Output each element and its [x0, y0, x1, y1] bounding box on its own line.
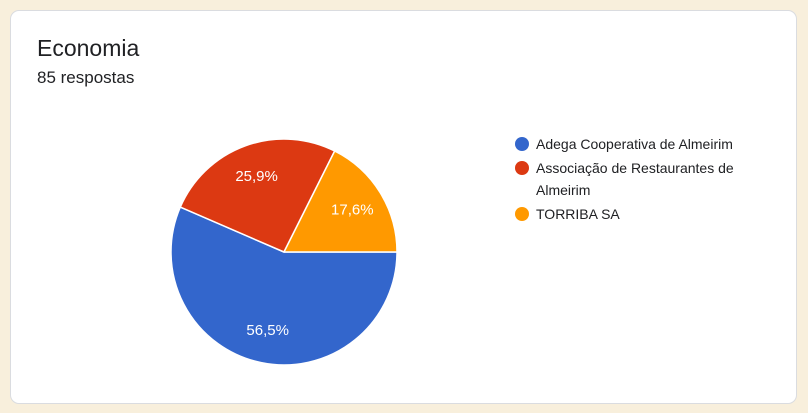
legend-item-label: Adega Cooperativa de Almeirim	[536, 136, 733, 152]
legend-item-label: TORRIBA SA	[536, 206, 620, 222]
summary-card: Economia 85 respostas 56,5% 25,9% 17,6% Ad…	[10, 10, 797, 404]
legend-item: Associação de Restaurantes de Almeirim	[515, 157, 760, 201]
pie-slice-2[interactable]	[283, 150, 398, 253]
pie-slice-label: 17,6%	[331, 201, 374, 218]
pie-slice-label: 25,9%	[235, 168, 278, 185]
pie-chart: 56,5% 25,9% 17,6%	[170, 138, 398, 366]
pie-slice-0[interactable]	[170, 206, 398, 366]
legend-item-label: Associação de Restaurantes de Almeirim	[536, 160, 734, 198]
response-count: 85 respostas	[37, 68, 135, 87]
legend-item: Adega Cooperativa de Almeirim	[515, 133, 760, 155]
pie-slice-1[interactable]	[179, 138, 336, 253]
legend-color-dot-icon	[515, 207, 529, 221]
legend-item: TORRIBA SA	[515, 203, 760, 225]
question-title: Economia	[37, 35, 140, 61]
chart-legend: Adega Cooperativa de Almeirim Associação…	[515, 133, 760, 225]
legend-color-dot-icon	[515, 161, 529, 175]
legend-color-dot-icon	[515, 137, 529, 151]
pie-slice-label: 56,5%	[246, 322, 289, 339]
pie-chart-area: 56,5% 25,9% 17,6%	[164, 132, 404, 372]
